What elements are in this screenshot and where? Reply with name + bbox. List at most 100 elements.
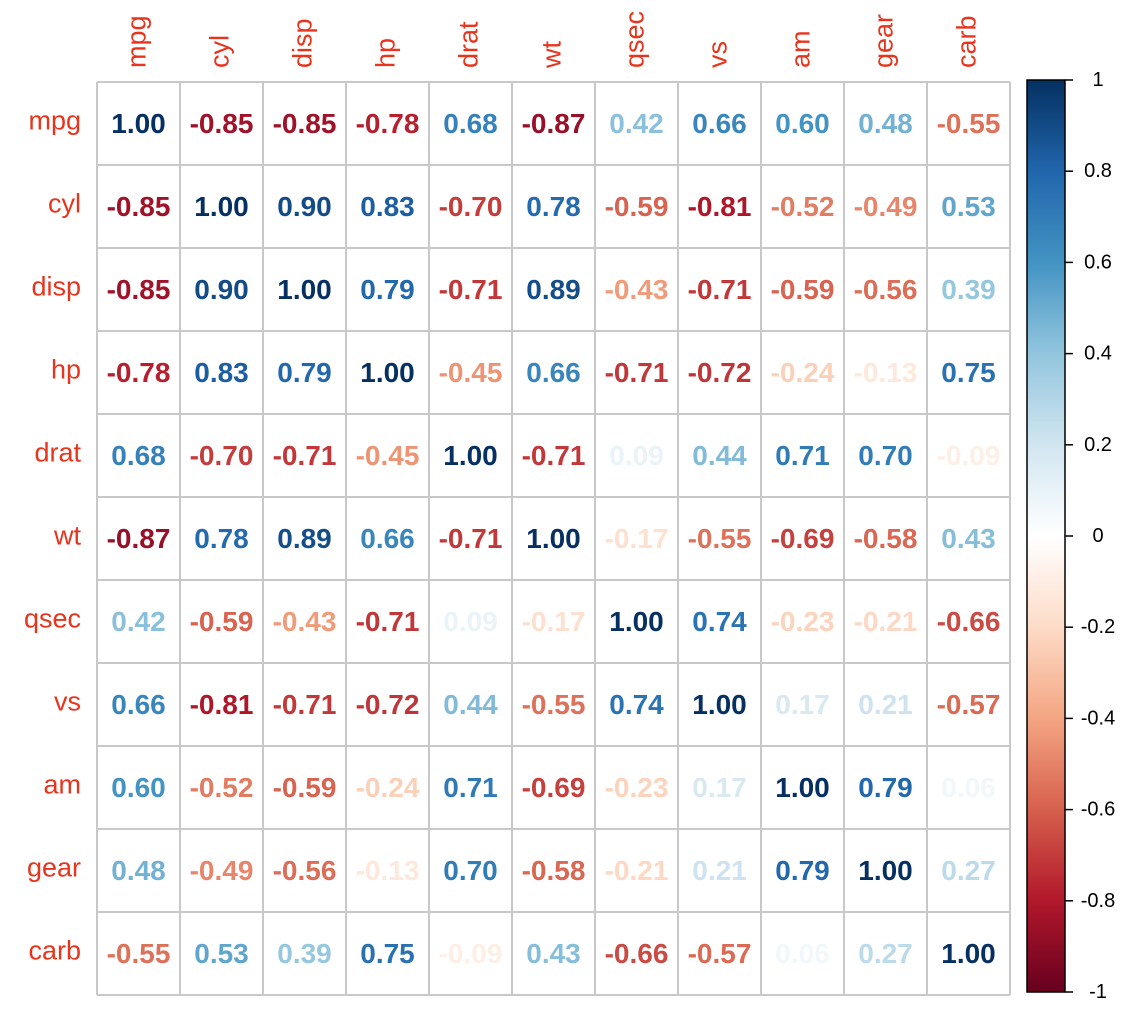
cell-gear-gear: 1.00 — [858, 855, 913, 886]
cell-carb-am: 0.06 — [775, 938, 830, 969]
cell-drat-gear: 0.70 — [858, 440, 913, 471]
cell-drat-am: 0.71 — [775, 440, 830, 471]
row-label-disp: disp — [31, 272, 81, 302]
cell-qsec-wt: -0.17 — [522, 606, 586, 637]
cell-hp-mpg: -0.78 — [107, 357, 171, 388]
cell-drat-mpg: 0.68 — [111, 440, 166, 471]
cell-cyl-gear: -0.49 — [854, 191, 918, 222]
cell-wt-vs: -0.55 — [688, 523, 752, 554]
column-label-am: am — [786, 30, 816, 68]
cell-qsec-mpg: 0.42 — [111, 606, 166, 637]
cell-drat-qsec: 0.09 — [609, 440, 664, 471]
cell-hp-vs: -0.72 — [688, 357, 752, 388]
cell-mpg-carb: -0.55 — [937, 108, 1001, 139]
cell-wt-cyl: 0.78 — [194, 523, 249, 554]
column-label-hp: hp — [371, 38, 401, 68]
cell-mpg-am: 0.60 — [775, 108, 830, 139]
cell-mpg-cyl: -0.85 — [190, 108, 254, 139]
color-legend-bar — [1026, 79, 1066, 993]
cell-qsec-carb: -0.66 — [937, 606, 1001, 637]
legend-tick-label: -0.4 — [1081, 707, 1115, 729]
cell-cyl-qsec: -0.59 — [605, 191, 669, 222]
cell-gear-vs: 0.21 — [692, 855, 747, 886]
column-label-qsec: qsec — [620, 11, 650, 68]
cell-drat-disp: -0.71 — [273, 440, 337, 471]
cell-mpg-disp: -0.85 — [273, 108, 337, 139]
cell-carb-cyl: 0.53 — [194, 938, 249, 969]
legend-tick-label: -0.2 — [1081, 616, 1115, 638]
cell-vs-drat: 0.44 — [443, 689, 498, 720]
cell-wt-mpg: -0.87 — [107, 523, 171, 554]
cell-carb-mpg: -0.55 — [107, 938, 171, 969]
cell-am-drat: 0.71 — [443, 772, 498, 803]
cell-hp-disp: 0.79 — [277, 357, 332, 388]
cell-gear-cyl: -0.49 — [190, 855, 254, 886]
cell-am-disp: -0.59 — [273, 772, 337, 803]
cell-disp-vs: -0.71 — [688, 274, 752, 305]
cell-hp-am: -0.24 — [771, 357, 835, 388]
cell-disp-qsec: -0.43 — [605, 274, 669, 305]
cell-cyl-vs: -0.81 — [688, 191, 752, 222]
cell-gear-am: 0.79 — [775, 855, 830, 886]
column-label-wt: wt — [537, 41, 567, 69]
row-label-hp: hp — [51, 355, 81, 385]
cell-vs-disp: -0.71 — [273, 689, 337, 720]
cell-cyl-cyl: 1.00 — [194, 191, 249, 222]
cell-carb-drat: -0.09 — [439, 938, 503, 969]
cell-cyl-wt: 0.78 — [526, 191, 581, 222]
row-label-vs: vs — [54, 687, 81, 717]
cell-mpg-wt: -0.87 — [522, 108, 586, 139]
cell-carb-vs: -0.57 — [688, 938, 752, 969]
cell-qsec-vs: 0.74 — [692, 606, 747, 637]
cell-gear-qsec: -0.21 — [605, 855, 669, 886]
cell-drat-hp: -0.45 — [356, 440, 420, 471]
legend-tick-label: 0.6 — [1084, 251, 1112, 273]
cell-am-wt: -0.69 — [522, 772, 586, 803]
column-label-disp: disp — [288, 18, 318, 68]
cell-am-carb: 0.06 — [941, 772, 996, 803]
row-label-gear: gear — [27, 853, 81, 883]
cell-am-gear: 0.79 — [858, 772, 913, 803]
column-label-vs: vs — [703, 41, 733, 68]
cell-mpg-mpg: 1.00 — [111, 108, 166, 139]
cell-carb-disp: 0.39 — [277, 938, 332, 969]
cell-hp-qsec: -0.71 — [605, 357, 669, 388]
cell-cyl-drat: -0.70 — [439, 191, 503, 222]
row-label-am: am — [43, 770, 81, 800]
cell-qsec-qsec: 1.00 — [609, 606, 664, 637]
cell-disp-cyl: 0.90 — [194, 274, 249, 305]
cell-wt-am: -0.69 — [771, 523, 835, 554]
cell-cyl-disp: 0.90 — [277, 191, 332, 222]
cell-hp-wt: 0.66 — [526, 357, 581, 388]
cell-disp-carb: 0.39 — [941, 274, 996, 305]
legend-tick-label: 0.4 — [1084, 343, 1112, 365]
cell-am-am: 1.00 — [775, 772, 830, 803]
cell-carb-hp: 0.75 — [360, 938, 415, 969]
cell-mpg-gear: 0.48 — [858, 108, 913, 139]
legend-tick-label: 0.2 — [1084, 434, 1112, 456]
cell-qsec-gear: -0.21 — [854, 606, 918, 637]
cell-hp-carb: 0.75 — [941, 357, 996, 388]
cell-gear-hp: -0.13 — [356, 855, 420, 886]
cell-wt-drat: -0.71 — [439, 523, 503, 554]
row-label-drat: drat — [34, 438, 81, 468]
cell-drat-wt: -0.71 — [522, 440, 586, 471]
cell-carb-qsec: -0.66 — [605, 938, 669, 969]
cell-disp-hp: 0.79 — [360, 274, 415, 305]
row-label-cyl: cyl — [48, 189, 81, 219]
legend-tick-label: 0 — [1092, 525, 1103, 547]
cell-vs-hp: -0.72 — [356, 689, 420, 720]
cell-vs-mpg: 0.66 — [111, 689, 166, 720]
cell-qsec-disp: -0.43 — [273, 606, 337, 637]
cell-carb-gear: 0.27 — [858, 938, 913, 969]
column-label-mpg: mpg — [122, 15, 152, 68]
cell-am-hp: -0.24 — [356, 772, 420, 803]
row-label-mpg: mpg — [28, 106, 81, 136]
column-label-gear: gear — [869, 14, 899, 68]
color-legend: 1 0.8 0.6 0.4 0.2 0 -0.2 -0.4 -0.6 -0.8 -1 — [1026, 69, 1115, 1003]
row-label-wt: wt — [53, 521, 81, 551]
cell-hp-hp: 1.00 — [360, 357, 415, 388]
cell-gear-mpg: 0.48 — [111, 855, 166, 886]
cell-wt-hp: 0.66 — [360, 523, 415, 554]
